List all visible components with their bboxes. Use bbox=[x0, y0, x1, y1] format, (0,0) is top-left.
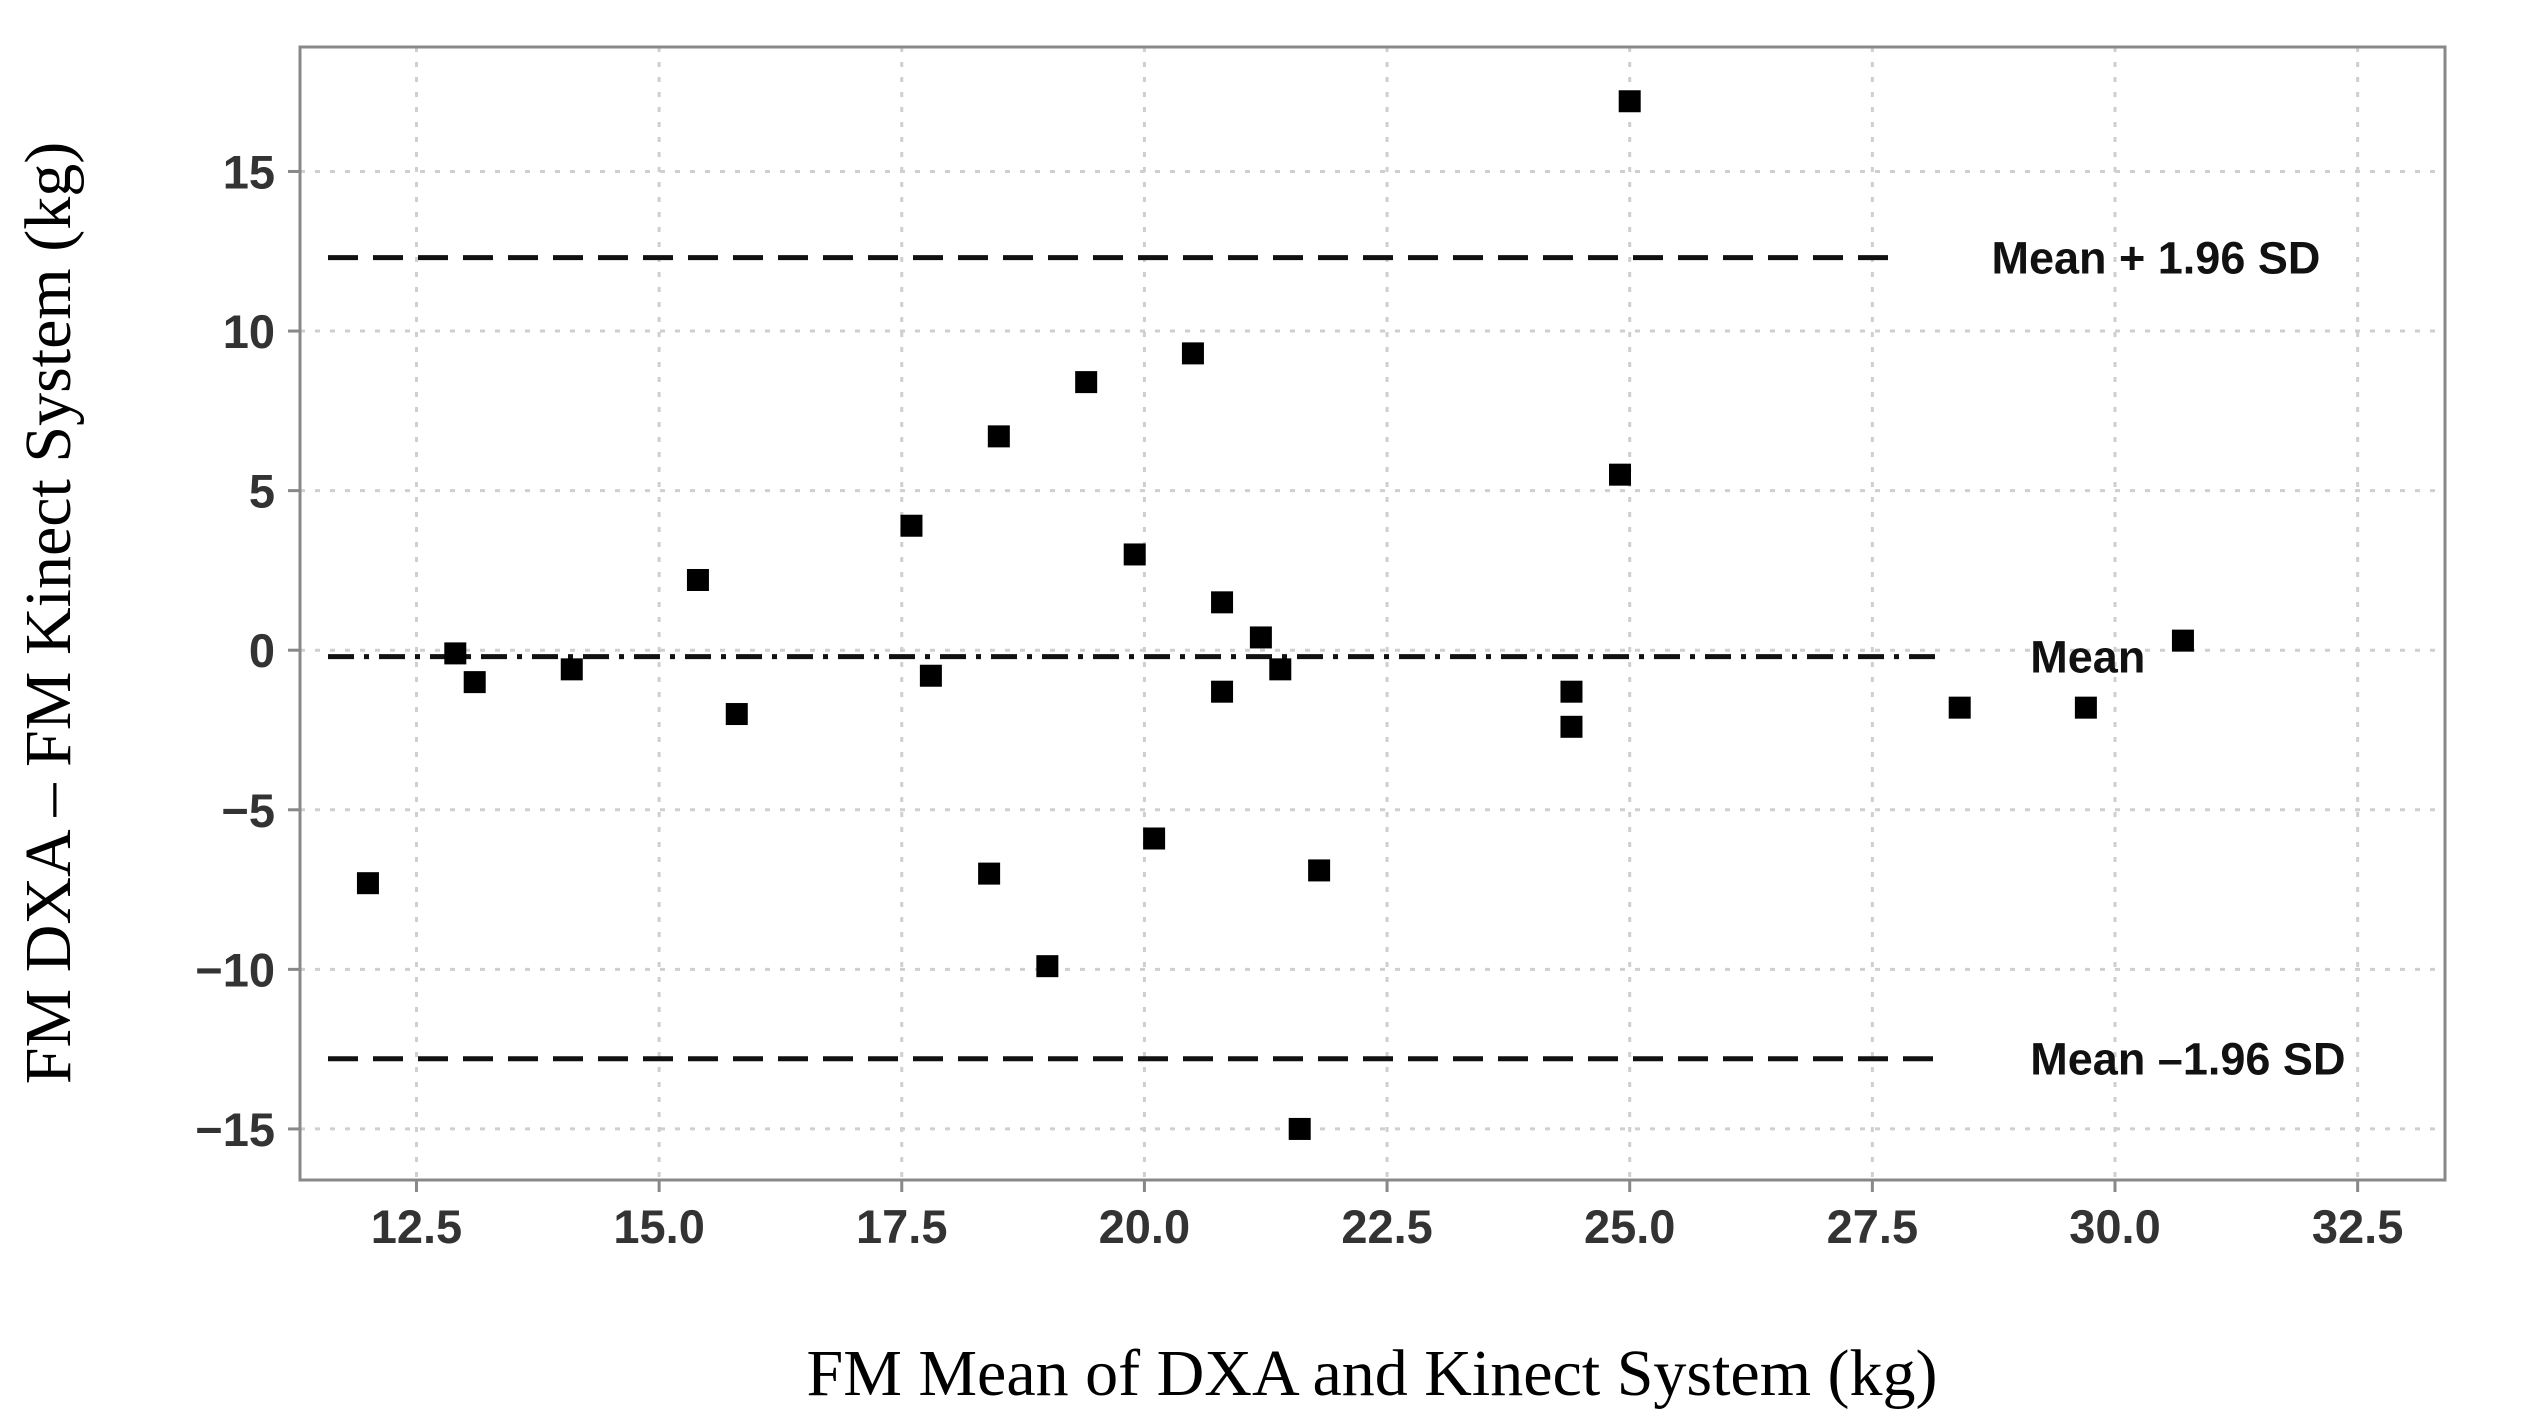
reference-line-label: Mean bbox=[2030, 632, 2145, 683]
x-axis-title: FM Mean of DXA and Kinect System (kg) bbox=[806, 1337, 1937, 1410]
data-point bbox=[2171, 629, 2194, 652]
data-point bbox=[1181, 342, 1204, 365]
data-point bbox=[463, 671, 486, 694]
data-point bbox=[560, 658, 583, 681]
y-tick-label: −15 bbox=[195, 1103, 275, 1156]
data-point bbox=[356, 872, 379, 895]
y-tick-label: 0 bbox=[249, 624, 275, 677]
data-point bbox=[978, 862, 1001, 885]
reference-lines bbox=[328, 255, 1941, 1062]
data-point bbox=[1609, 463, 1631, 486]
data-point bbox=[1288, 1117, 1311, 1140]
data-points bbox=[356, 90, 2194, 1140]
plot-frame bbox=[298, 45, 2447, 1182]
data-point bbox=[686, 568, 709, 591]
data-point bbox=[1269, 658, 1292, 681]
y-axis-title: FM DXA – FM Kinect System (kg) bbox=[12, 142, 85, 1084]
y-tick-label: 5 bbox=[249, 465, 275, 518]
data-point bbox=[1211, 591, 1234, 614]
x-tick-label: 20.0 bbox=[1099, 1200, 1190, 1253]
data-point bbox=[987, 425, 1010, 448]
x-tick-label: 27.5 bbox=[1827, 1200, 1918, 1253]
data-point bbox=[919, 664, 942, 687]
data-point bbox=[1036, 955, 1059, 978]
x-tick-label: 12.5 bbox=[371, 1200, 462, 1253]
data-point bbox=[1123, 543, 1146, 566]
grid-lines bbox=[300, 47, 2445, 1180]
reference-line-label: Mean + 1.96 SD bbox=[1991, 233, 2320, 284]
x-tick-label: 15.0 bbox=[613, 1200, 704, 1253]
x-axis-ticks: 12.5 15.0 17.5 20.0 22.5 25.0 27.5 30.0 32.5 bbox=[371, 1180, 2403, 1253]
data-point bbox=[1143, 827, 1166, 850]
data-point bbox=[1075, 371, 1098, 394]
x-tick-label: 22.5 bbox=[1341, 1200, 1432, 1253]
data-point bbox=[725, 703, 748, 726]
data-point bbox=[1560, 680, 1583, 703]
data-point bbox=[900, 514, 923, 537]
reference-line-label: Mean –1.96 SD bbox=[2030, 1034, 2345, 1085]
data-point bbox=[1560, 715, 1583, 738]
data-point bbox=[1308, 859, 1331, 882]
data-point bbox=[1618, 90, 1641, 113]
y-tick-label: −5 bbox=[221, 784, 275, 837]
x-tick-label: 32.5 bbox=[2312, 1200, 2403, 1253]
data-point bbox=[1249, 626, 1272, 649]
data-point bbox=[1948, 696, 1971, 719]
x-tick-label: 25.0 bbox=[1584, 1200, 1675, 1253]
x-tick-label: 30.0 bbox=[2069, 1200, 2160, 1253]
y-tick-label: 15 bbox=[223, 145, 275, 198]
data-point bbox=[444, 642, 467, 665]
y-tick-label: −10 bbox=[195, 943, 275, 996]
data-point bbox=[2074, 696, 2097, 719]
reference-line-labels: Mean + 1.96 SD Mean Mean –1.96 SD bbox=[1991, 233, 2345, 1085]
x-tick-label: 17.5 bbox=[856, 1200, 947, 1253]
y-axis-ticks: 15 10 5 0 −5 −10 −15 bbox=[195, 145, 300, 1156]
y-tick-label: 10 bbox=[223, 305, 275, 358]
data-point bbox=[1211, 680, 1234, 703]
